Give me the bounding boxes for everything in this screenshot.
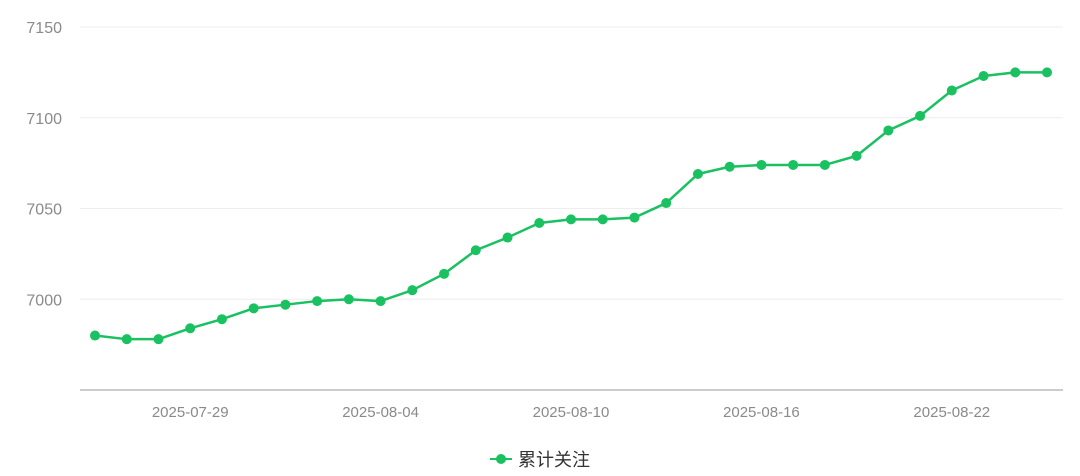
data-point[interactable] <box>597 214 608 225</box>
data-point[interactable] <box>153 334 164 345</box>
y-tick-label: 7150 <box>26 20 62 37</box>
data-point[interactable] <box>629 212 640 223</box>
data-point[interactable] <box>946 85 957 96</box>
data-point[interactable] <box>978 71 989 82</box>
data-point[interactable] <box>756 159 767 170</box>
data-point[interactable] <box>121 334 132 345</box>
legend-label: 累计关注 <box>518 450 590 471</box>
grid-lines <box>80 26 1063 300</box>
data-point[interactable] <box>216 314 227 325</box>
data-point[interactable] <box>90 330 100 341</box>
x-tick-label: 2025-08-16 <box>723 404 800 421</box>
legend[interactable]: 累计关注 <box>0 446 1080 472</box>
data-point[interactable] <box>851 150 862 161</box>
data-point[interactable] <box>280 299 291 310</box>
legend-marker-icon <box>490 452 512 466</box>
data-point[interactable] <box>915 110 926 121</box>
x-tick-label: 2025-08-04 <box>342 404 419 421</box>
data-point[interactable] <box>724 161 735 172</box>
data-point[interactable] <box>534 218 545 229</box>
y-tick-label: 7100 <box>26 111 62 128</box>
data-point[interactable] <box>502 232 513 243</box>
y-tick-label: 7050 <box>26 202 62 219</box>
data-point[interactable] <box>312 296 323 307</box>
data-point[interactable] <box>407 285 418 296</box>
y-axis-ticks: 7000 7050 7100 7150 <box>26 20 62 309</box>
data-point[interactable] <box>788 159 799 170</box>
data-point[interactable] <box>692 169 703 180</box>
data-point[interactable] <box>343 294 354 305</box>
data-points <box>90 67 1052 345</box>
data-point[interactable] <box>566 214 576 225</box>
x-tick-label: 2025-08-22 <box>913 404 990 421</box>
y-tick-label: 7000 <box>26 292 62 309</box>
data-point[interactable] <box>248 303 259 314</box>
x-tick-label: 2025-08-10 <box>533 404 610 421</box>
data-point[interactable] <box>185 323 196 334</box>
data-point[interactable] <box>661 198 672 209</box>
x-tick-label: 2025-07-29 <box>152 404 229 421</box>
data-point[interactable] <box>375 296 386 307</box>
data-point[interactable] <box>819 159 830 170</box>
data-point[interactable] <box>1042 67 1052 78</box>
data-point[interactable] <box>883 125 894 136</box>
data-point[interactable] <box>439 268 450 279</box>
data-point[interactable] <box>1010 67 1021 78</box>
x-axis-ticks: 2025-07-29 2025-08-04 2025-08-10 2025-08-16… <box>152 404 990 421</box>
data-point[interactable] <box>470 245 481 256</box>
